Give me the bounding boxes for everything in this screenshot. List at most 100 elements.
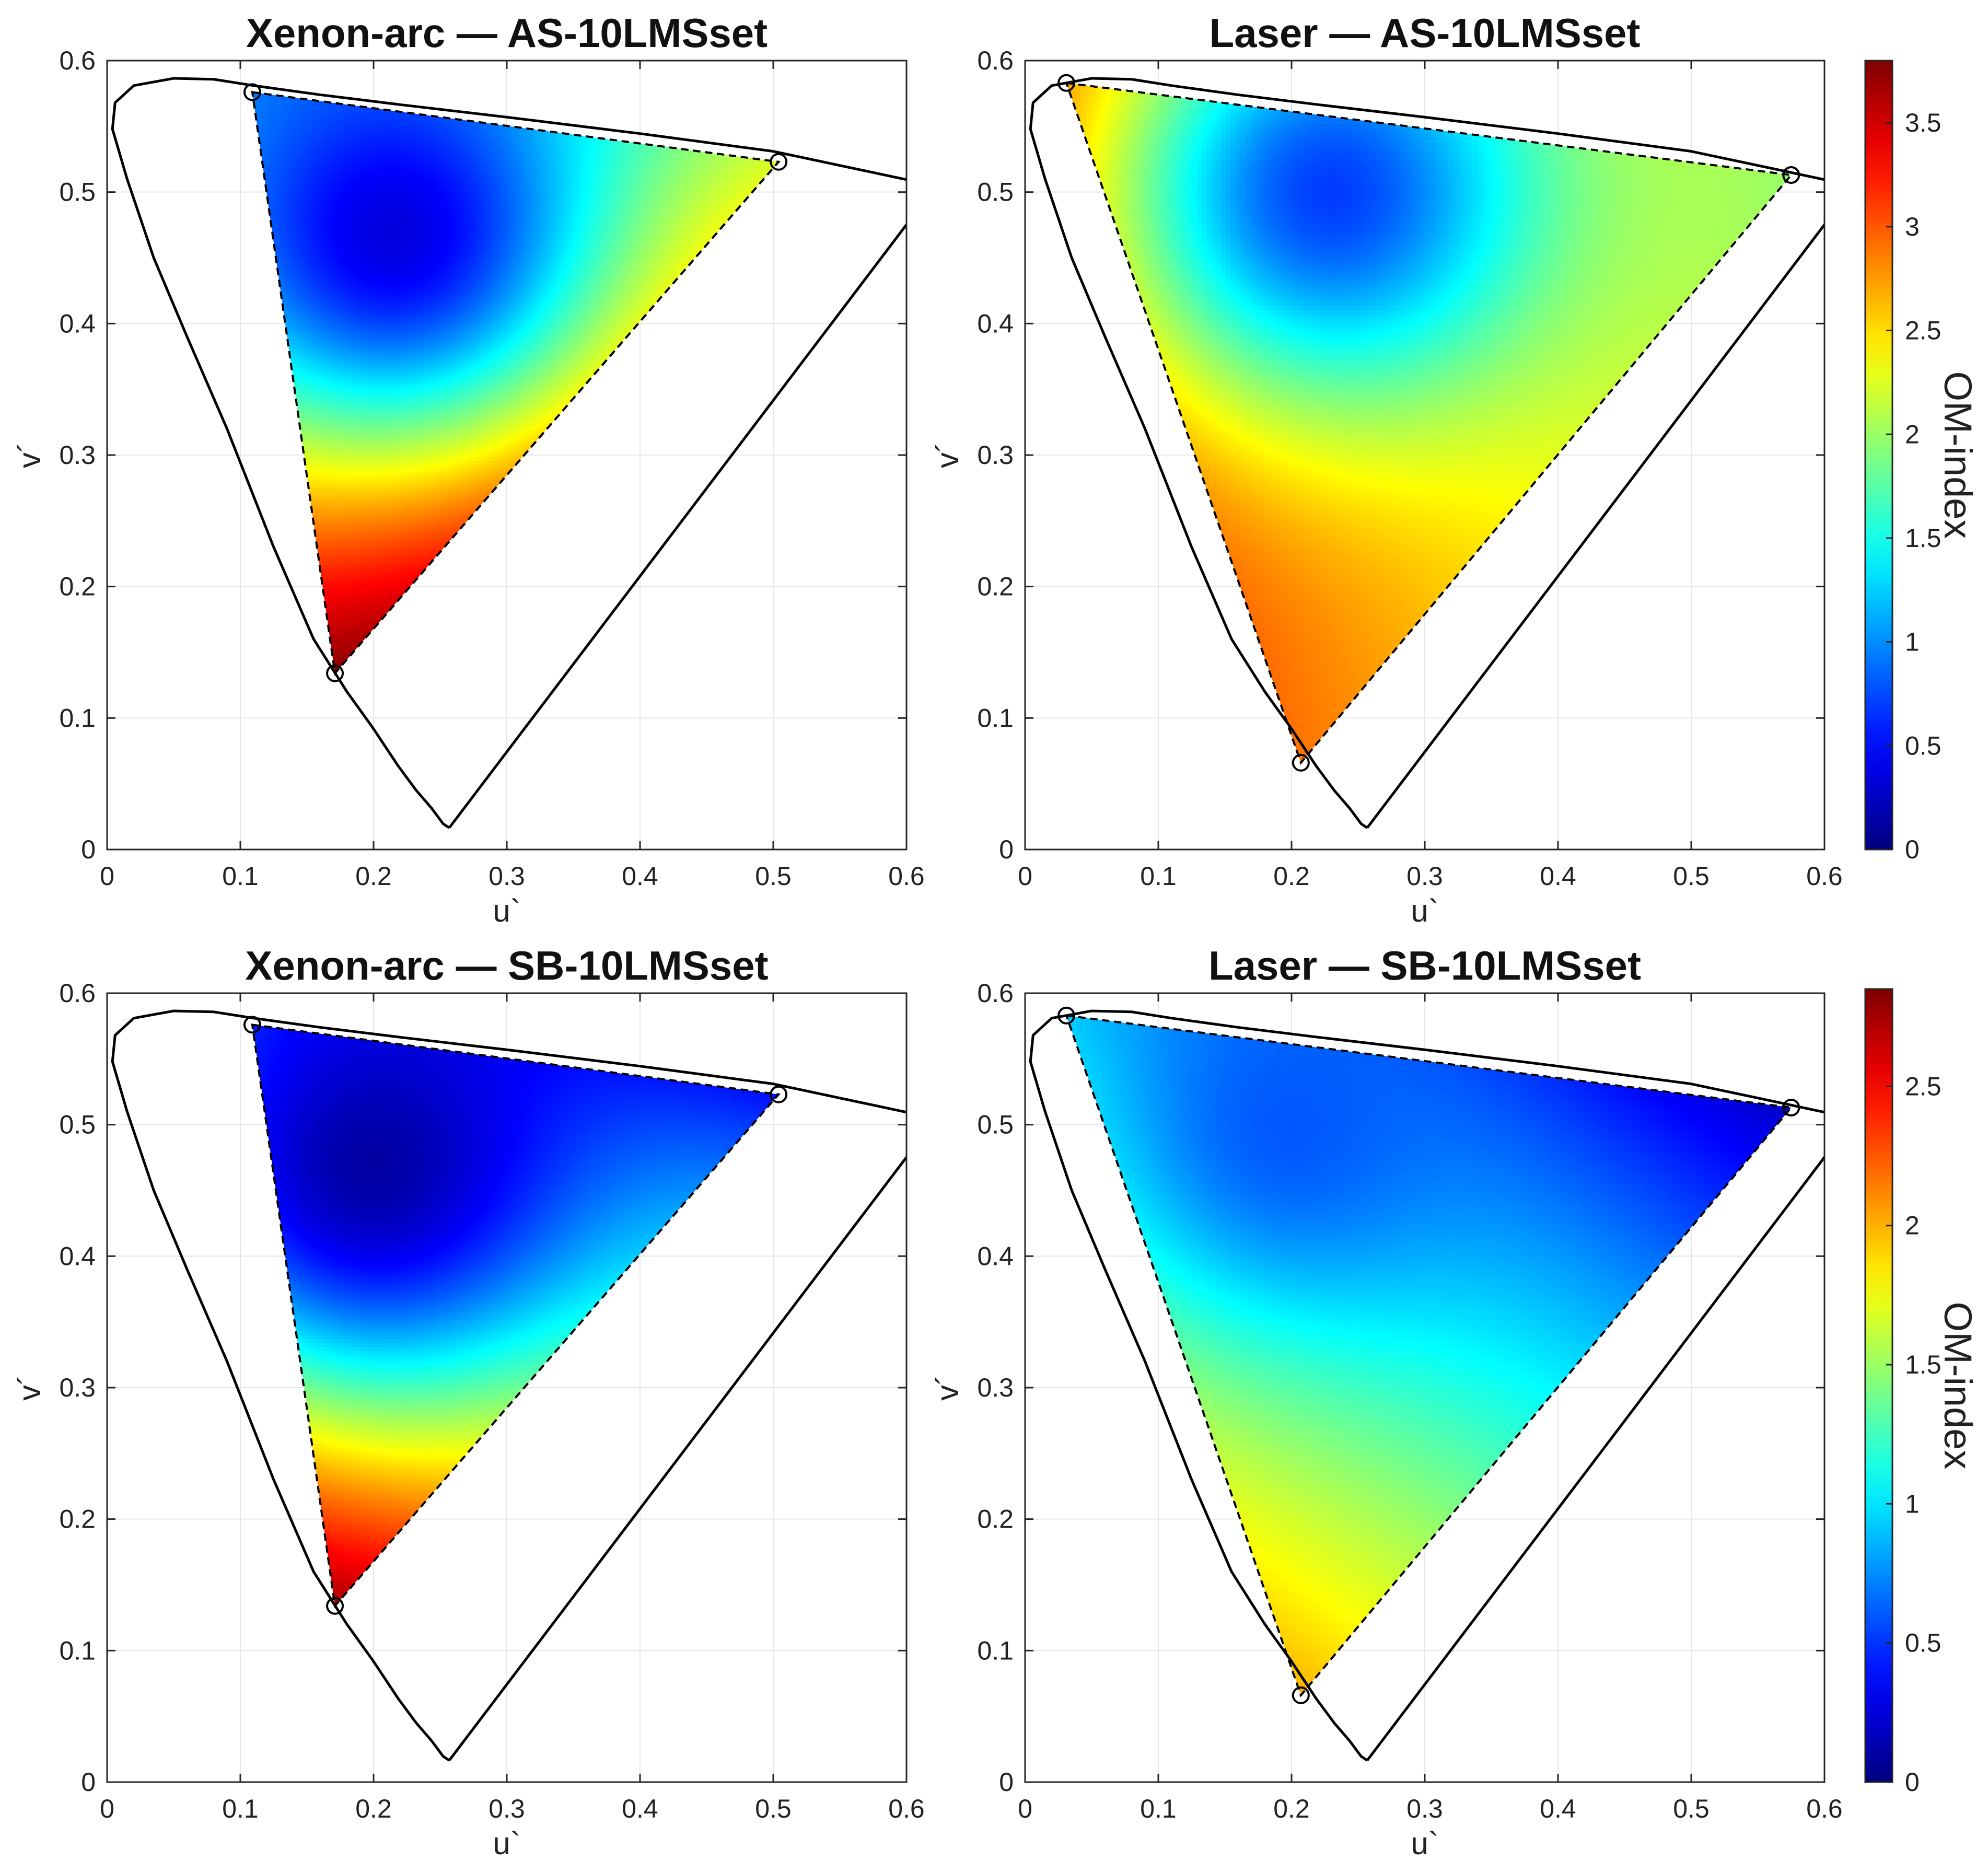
heatmap-cell	[305, 274, 309, 279]
heatmap-cell	[325, 262, 330, 267]
heatmap-cell	[347, 568, 352, 574]
heatmap-cell	[315, 340, 320, 345]
heatmap-cell	[364, 359, 369, 364]
heatmap-cell	[364, 503, 369, 508]
heatmap-cell	[284, 185, 288, 190]
heatmap-cell	[347, 208, 352, 213]
heatmap-cell	[312, 177, 317, 182]
heatmap-cell	[301, 227, 306, 232]
heatmap-cell	[312, 161, 317, 167]
heatmap-cell	[298, 169, 303, 174]
heatmap-cell	[357, 379, 362, 383]
heatmap-cell	[308, 355, 313, 360]
heatmap-cell	[312, 243, 317, 248]
heatmap-cell	[329, 584, 334, 589]
heatmap-cell	[308, 185, 313, 190]
heatmap-cell	[357, 251, 362, 256]
heatmap-cell	[312, 410, 317, 415]
heatmap-cell	[315, 100, 320, 104]
heatmap-cell	[305, 297, 309, 303]
heatmap-cell	[340, 367, 344, 372]
heatmap-cell	[322, 278, 327, 283]
heatmap-cell	[347, 654, 352, 659]
heatmap-cell	[301, 336, 306, 341]
heatmap-cell	[354, 437, 358, 442]
heatmap-cell	[343, 479, 348, 484]
heatmap-cell	[343, 487, 348, 492]
heatmap-cell	[340, 181, 344, 186]
heatmap-cell	[357, 189, 362, 194]
heatmap-cell	[336, 646, 341, 651]
heatmap-cell	[350, 603, 355, 608]
heatmap-cell	[325, 572, 330, 577]
heatmap-cell	[350, 142, 355, 147]
heatmap-cell	[336, 134, 341, 139]
heatmap-cell	[312, 367, 317, 372]
heatmap-cell	[287, 231, 292, 236]
heatmap-cell	[336, 557, 341, 562]
heatmap-cell	[368, 208, 373, 213]
heatmap-cell	[333, 572, 338, 577]
heatmap-cell	[315, 363, 320, 368]
heatmap-cell	[364, 375, 369, 380]
heatmap-cell	[308, 100, 313, 104]
heatmap-cell	[350, 526, 355, 531]
heatmap-cell	[354, 580, 358, 585]
heatmap-cell	[357, 568, 362, 574]
heatmap-cell	[368, 615, 373, 620]
heatmap-cell	[343, 216, 348, 221]
heatmap-cell	[315, 402, 320, 407]
heatmap-cell	[333, 193, 338, 197]
heatmap-cell	[255, 92, 260, 97]
heatmap-cell	[357, 301, 362, 306]
heatmap-cell	[340, 592, 344, 597]
heatmap-cell	[305, 375, 309, 380]
heatmap-cell	[354, 301, 358, 306]
heatmap-cell	[340, 247, 344, 252]
heatmap-cell	[350, 134, 355, 139]
heatmap-cell	[319, 503, 323, 508]
heatmap-cell	[322, 150, 327, 155]
heatmap-cell	[290, 367, 295, 372]
heatmap-cell	[294, 100, 299, 104]
heatmap-cell	[312, 286, 317, 290]
heatmap-cell	[333, 565, 338, 569]
heatmap-cell	[368, 398, 373, 403]
heatmap-cell	[371, 379, 376, 383]
heatmap-cell	[350, 623, 355, 627]
heatmap-cell	[325, 549, 330, 554]
heatmap-cell	[273, 119, 278, 124]
heatmap-cell	[357, 363, 362, 368]
heatmap-cell	[266, 115, 271, 120]
heatmap-cell	[263, 96, 268, 101]
heatmap-cell	[284, 150, 288, 155]
heatmap-cell	[329, 196, 334, 202]
heatmap-cell	[322, 313, 327, 318]
heatmap-cell	[315, 142, 320, 147]
heatmap-cell	[357, 518, 362, 523]
heatmap-cell	[336, 196, 341, 202]
heatmap-cell	[343, 297, 348, 303]
heatmap-cell	[361, 487, 366, 492]
heatmap-cell	[354, 161, 358, 167]
heatmap-cell	[322, 557, 327, 562]
heatmap-cell	[354, 220, 358, 225]
heatmap-cell	[361, 479, 366, 484]
heatmap-cell	[325, 386, 330, 391]
heatmap-cell	[319, 100, 323, 104]
heatmap-cell	[333, 503, 338, 508]
heatmap-cell	[305, 127, 309, 132]
heatmap-cell	[347, 382, 352, 388]
heatmap-cell	[361, 169, 366, 174]
heatmap-cell	[347, 328, 352, 333]
heatmap-cell	[347, 216, 352, 221]
heatmap-cell	[259, 111, 264, 117]
heatmap-cell	[371, 386, 376, 391]
heatmap-cell	[333, 367, 338, 372]
heatmap-cell	[357, 631, 362, 635]
heatmap-cell	[347, 510, 352, 515]
heatmap-cell	[270, 173, 274, 178]
heatmap-cell	[343, 514, 348, 519]
heatmap-cell	[315, 111, 320, 117]
